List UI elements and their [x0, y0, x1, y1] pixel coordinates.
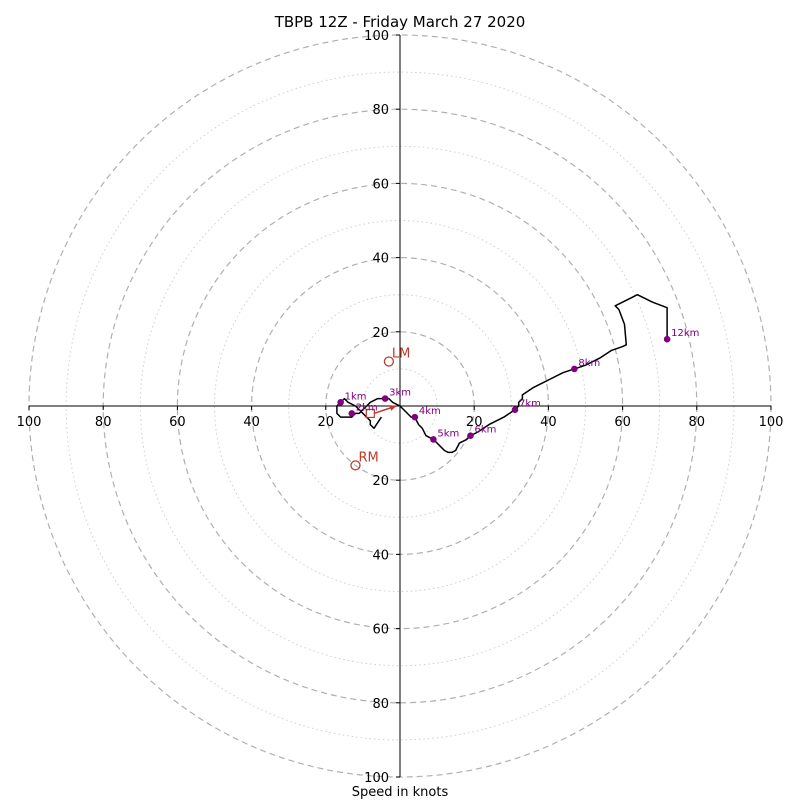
tick-label-south-40: 40 — [372, 548, 389, 563]
storm-label-LM: LM — [392, 346, 410, 361]
height-label-12km: 12km — [671, 328, 699, 339]
height-label-7km: 7km — [519, 399, 541, 410]
height-marker-5km — [430, 436, 437, 443]
height-marker-7km — [511, 406, 519, 414]
wind-trace-line — [336, 293, 668, 454]
height-label-3km: 3km — [389, 388, 411, 399]
tick-label-east-80: 80 — [689, 415, 706, 430]
height-label-2km: 2km — [356, 402, 378, 413]
tick-label-east-60: 60 — [614, 415, 631, 430]
height-label-4km: 4km — [419, 406, 441, 417]
tick-label-west-60: 60 — [169, 415, 186, 430]
storm-motion-markers: LM RM — [350, 346, 410, 471]
tick-label-west-40: 40 — [243, 415, 260, 430]
height-marker-8km — [571, 365, 578, 373]
height-marker-3km — [381, 395, 389, 402]
height-marker-1km — [337, 398, 344, 406]
height-label-8km: 8km — [578, 358, 600, 369]
height-marker-12km — [663, 335, 671, 343]
shear-arrow-head — [389, 405, 397, 411]
wind-trace — [336, 293, 668, 454]
tick-label-north-80: 80 — [372, 103, 389, 118]
height-label-6km: 6km — [474, 425, 496, 436]
x-axis-label: Speed in knots — [352, 785, 449, 800]
tick-label-east-40: 40 — [540, 415, 557, 430]
tick-label-south-60: 60 — [372, 623, 389, 638]
height-marker-6km — [467, 432, 474, 439]
height-marker-4km — [411, 413, 419, 421]
storm-marker-RM — [350, 460, 361, 471]
tick-label-south-100: 100 — [364, 771, 389, 786]
tick-label-east-20: 20 — [466, 415, 483, 430]
storm-label-RM: RM — [358, 450, 378, 465]
tick-label-west-80: 80 — [95, 415, 112, 430]
tick-labels: 20 20 20 20 40 40 40 40 60 60 60 60 80 80 80 80 100 100 10… — [17, 29, 784, 786]
tick-label-north-20: 20 — [372, 326, 389, 341]
height-label-5km: 5km — [437, 428, 459, 439]
tick-label-north-40: 40 — [372, 252, 389, 267]
tick-label-north-100: 100 — [364, 29, 389, 44]
tick-label-west-20: 20 — [318, 415, 335, 430]
tick-label-east-100: 100 — [759, 415, 784, 430]
tick-label-south-20: 20 — [372, 474, 389, 489]
storm-marker-LM — [383, 356, 395, 367]
tick-label-north-60: 60 — [372, 177, 389, 192]
tick-label-south-80: 80 — [372, 697, 389, 712]
tick-label-west-100: 100 — [17, 415, 42, 430]
height-marker-2km — [348, 410, 356, 417]
chart-title: TBPB 12Z - Friday March 27 2020 — [274, 13, 526, 31]
height-label-1km: 1km — [345, 391, 367, 402]
